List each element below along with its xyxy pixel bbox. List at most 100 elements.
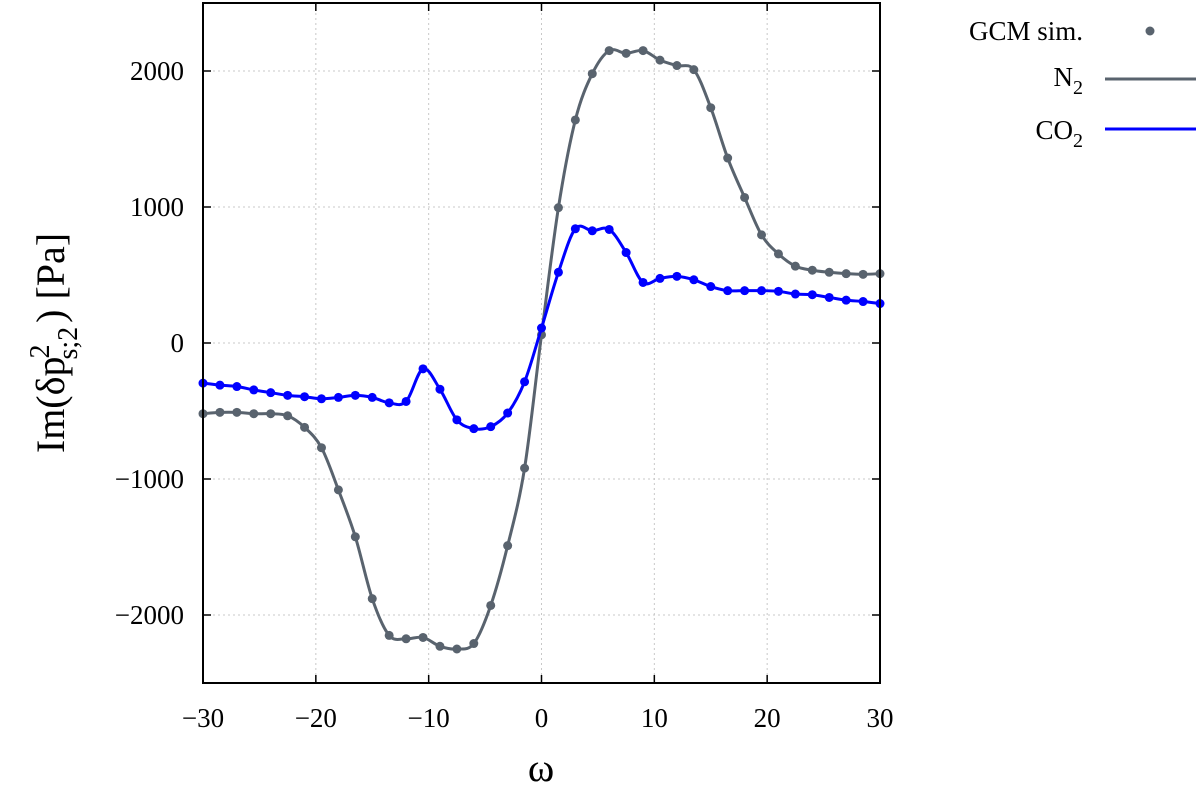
legend-label-n2-sub: 2 [1073,77,1083,99]
data-point-co2 [520,377,530,387]
data-point-co2 [283,390,293,400]
data-point-co2 [858,297,868,307]
data-point-co2 [706,282,716,292]
data-point-co2 [587,226,597,236]
data-point-n2 [689,65,699,75]
data-point-n2 [384,630,394,640]
data-point-co2 [553,267,563,277]
data-point-co2 [215,380,225,390]
data-point-n2 [469,639,479,649]
data-point-n2 [435,641,445,651]
y-axis-title-prefix: Im(δp [28,357,73,454]
data-point-n2 [215,407,225,417]
data-point-n2 [672,61,682,71]
data-point-n2 [655,55,665,65]
x-tick-label: 0 [535,703,549,733]
data-point-co2 [672,271,682,281]
data-point-n2 [706,103,716,113]
y-tick-label: 2000 [130,56,184,86]
data-point-n2 [266,409,276,419]
data-point-co2 [723,286,733,296]
data-point-n2 [553,203,563,213]
x-tick-label: −20 [295,703,337,733]
data-point-n2 [316,443,326,453]
data-point-co2 [401,396,411,406]
data-point-n2 [841,269,851,279]
data-point-co2 [841,295,851,305]
legend-label-n2-main: N [1054,62,1074,92]
data-point-co2 [824,292,834,302]
x-axis-title: ω [528,745,554,790]
data-point-co2 [621,248,631,258]
y-axis-title-superscript: 2 [25,345,56,359]
data-point-n2 [486,600,496,610]
y-axis-title-subscript: s;2 [53,327,84,360]
data-point-n2 [587,69,597,79]
data-point-n2 [350,532,360,542]
data-point-co2 [604,224,614,234]
data-point-n2 [604,46,614,56]
data-point-n2 [300,422,310,432]
data-point-n2 [333,485,343,495]
y-axis-title: Im(δp2s;2 ) [Pa] [25,233,84,453]
y-tick-label: 0 [171,328,185,358]
data-point-co2 [333,392,343,402]
data-point-co2 [807,290,817,300]
y-tick-label: 1000 [130,192,184,222]
y-tick-label: −2000 [115,600,184,630]
data-point-n2 [418,632,428,642]
data-point-n2 [621,48,631,58]
data-point-co2 [249,385,259,395]
data-point-n2 [824,267,834,277]
x-tick-label: −30 [182,703,224,733]
data-point-n2 [638,46,648,56]
data-point-co2 [266,388,276,398]
data-point-n2 [790,261,800,271]
data-point-n2 [283,411,293,421]
data-point-n2 [232,407,242,417]
data-point-co2 [638,277,648,287]
data-point-n2 [858,269,868,279]
data-point-n2 [570,115,580,125]
x-tick-label: 20 [754,703,781,733]
data-point-co2 [655,273,665,283]
y-tick-label: −1000 [115,464,184,494]
data-point-n2 [503,541,513,551]
legend-label-co2-sub: 2 [1073,130,1083,152]
data-point-n2 [249,409,259,419]
data-point-n2 [367,594,377,604]
legend-label-co2: CO2 [1035,115,1083,152]
data-point-n2 [520,463,530,473]
y-axis-title-suffix: ) [Pa] [28,233,73,323]
data-point-co2 [486,422,496,432]
series-n2 [198,46,885,654]
legend-label-gcm: GCM sim. [969,16,1083,46]
data-point-co2 [537,323,546,333]
tick-labels: −30 −20 −10 0 10 20 30 −2000 −1000 0 1000 2000 [115,56,894,733]
data-point-co2 [384,398,394,408]
series-co2 [198,224,885,434]
x-tick-label: 10 [641,703,668,733]
data-point-n2 [807,265,817,275]
data-point-n2 [401,634,411,644]
data-point-n2 [723,153,733,163]
data-point-n2 [452,644,462,654]
data-point-n2 [757,230,767,240]
data-point-co2 [790,289,800,299]
legend-label-co2-main: CO [1035,115,1073,145]
data-point-co2 [435,384,445,394]
data-point-co2 [367,392,377,402]
x-tick-label: 30 [867,703,894,733]
data-point-co2 [232,382,242,392]
legend-label-n2: N2 [1054,62,1084,99]
data-point-co2 [469,424,479,434]
data-point-co2 [316,394,326,404]
data-point-n2 [740,192,750,202]
data-point-co2 [300,392,310,402]
data-point-co2 [570,224,580,234]
x-tick-label: −10 [408,703,450,733]
data-point-co2 [689,275,699,285]
data-point-co2 [757,286,767,296]
plot-frame [202,2,881,684]
